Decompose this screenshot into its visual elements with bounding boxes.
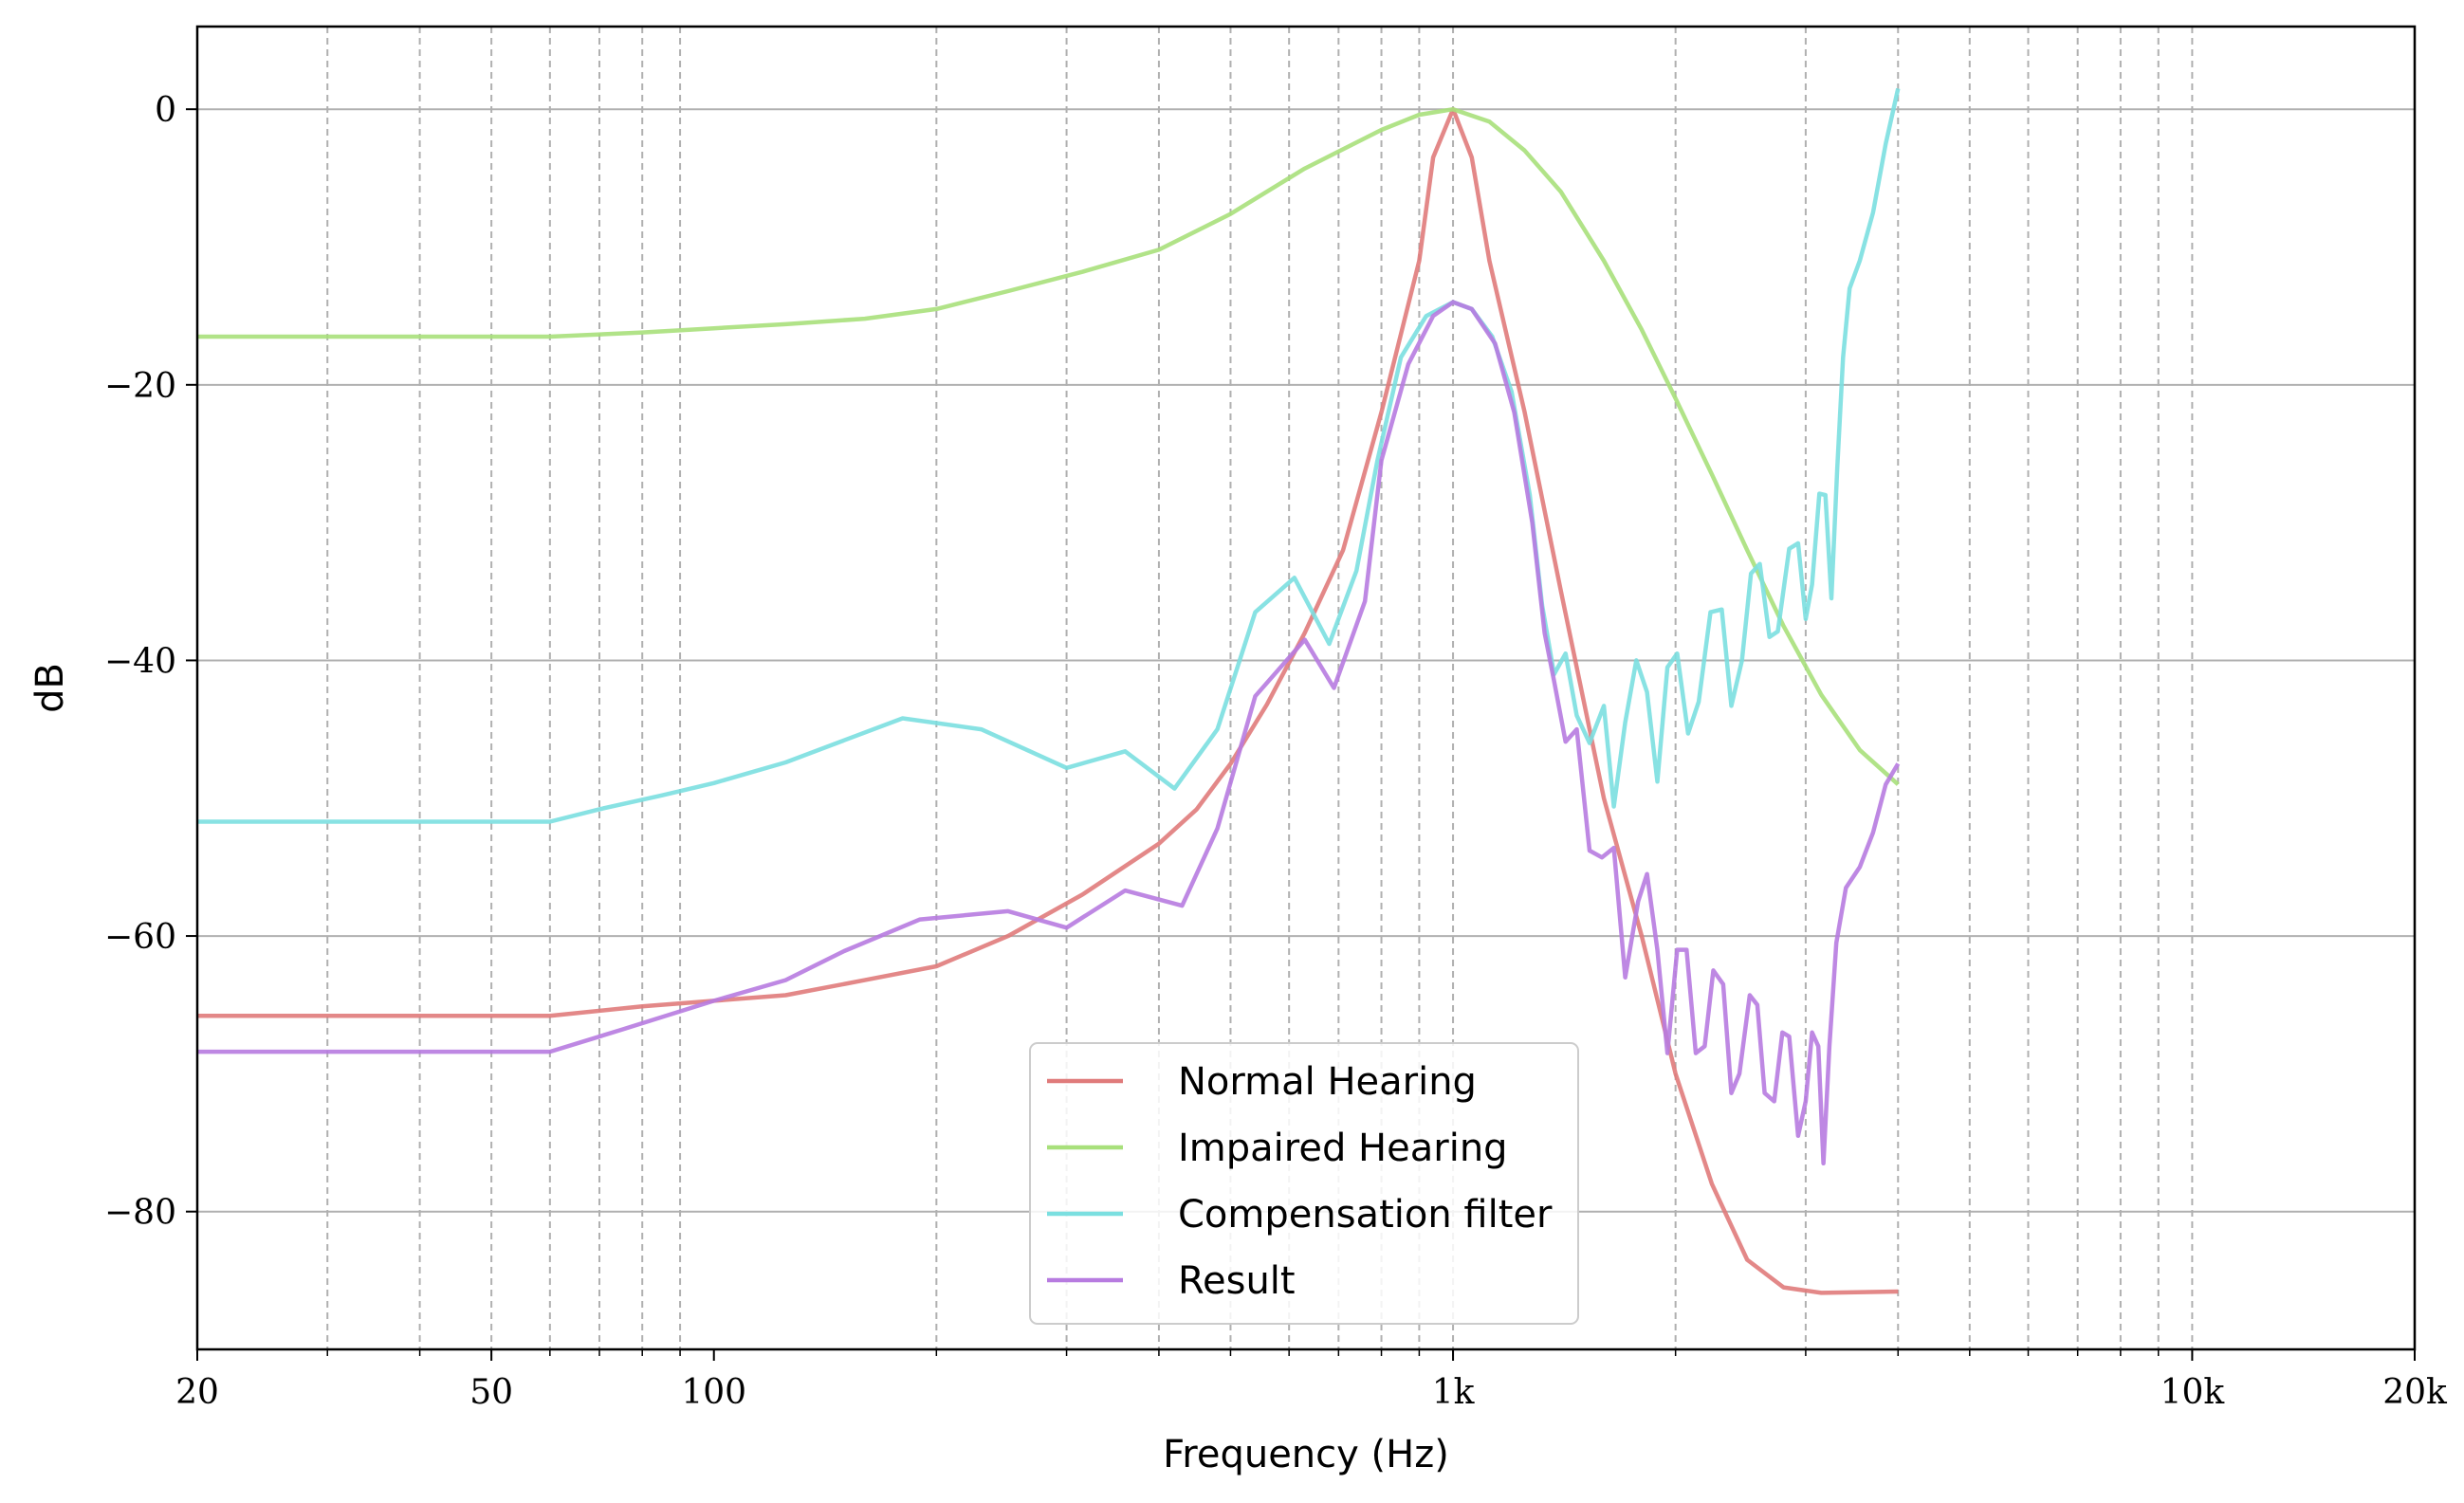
y-tick-label: 0 <box>155 91 176 130</box>
legend-label: Normal Hearing <box>1178 1060 1477 1104</box>
plot-frame <box>195 25 2417 1351</box>
legend-label: Compensation filter <box>1178 1193 1553 1237</box>
series-line <box>197 106 1899 1295</box>
y-axis-label: dB <box>28 663 72 713</box>
series-line <box>197 87 1901 824</box>
x-tick-label: 100 <box>681 1373 746 1412</box>
legend-label: Impaired Hearing <box>1178 1127 1508 1170</box>
legend-box <box>1029 1042 1579 1325</box>
y-tick-label: −80 <box>104 1194 176 1233</box>
legend: Normal Hearing Impaired Hearing Compensati… <box>1029 1042 1579 1325</box>
series-line <box>197 106 1900 786</box>
x-tick-label: 50 <box>469 1373 513 1412</box>
y-tick-label: −20 <box>104 367 176 406</box>
x-tick-label: 1k <box>1432 1373 1476 1412</box>
x-axis-label: Frequency (Hz) <box>1163 1433 1449 1476</box>
x-tick-label: 20 <box>175 1373 219 1412</box>
legend-label: Result <box>1178 1259 1296 1303</box>
x-tick-label: 20k <box>2382 1373 2448 1412</box>
x-tick-label: 10k <box>2161 1373 2226 1412</box>
series-line <box>197 300 1901 1166</box>
y-tick-label: −40 <box>104 642 176 681</box>
y-tick-label: −60 <box>104 918 176 957</box>
axis-ticks: 20 50 100 1k 10k 20k 0 −20 −40 −60 −80 <box>104 91 2448 1412</box>
series-lines <box>197 87 1901 1295</box>
